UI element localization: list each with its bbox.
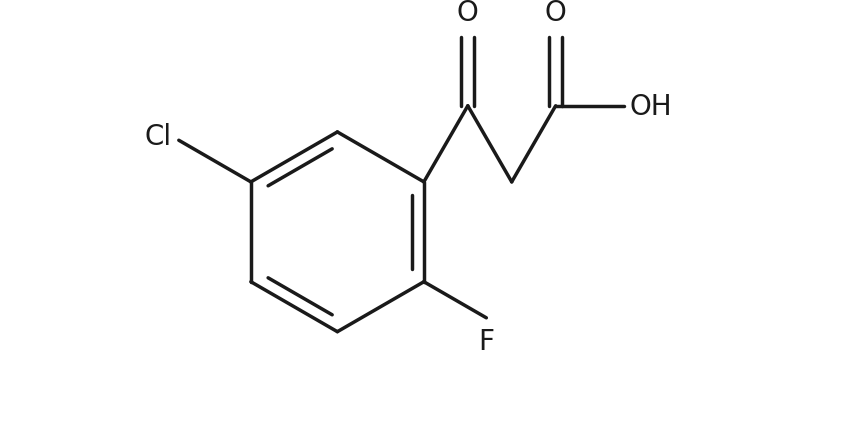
Text: O: O [457,0,479,27]
Text: OH: OH [630,92,672,121]
Text: Cl: Cl [145,122,171,150]
Text: O: O [544,0,567,27]
Text: F: F [479,327,494,355]
